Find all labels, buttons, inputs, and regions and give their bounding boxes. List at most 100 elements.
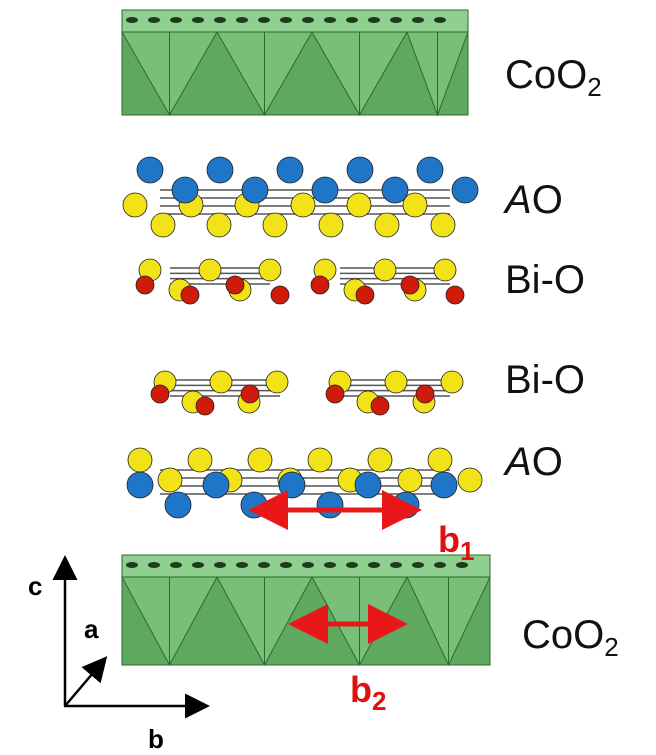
atom [207,213,231,237]
label-text: O [532,440,563,484]
atom [291,193,315,217]
label-text: Bi-O [505,258,585,302]
slab-dot [412,17,424,23]
label-text: CoO [505,53,587,97]
atom [347,157,373,183]
atom [127,472,153,498]
slab-dot [192,562,204,568]
atom [398,468,422,492]
vector-text: b [438,519,460,560]
slab-dot [390,562,402,568]
slab-dot [346,562,358,568]
label-subscript: 2 [604,632,618,662]
slab-dot [434,562,446,568]
vector-label: b1 [438,519,474,566]
slab-dot [126,17,138,23]
atom [393,492,419,518]
layer-label: CoO2 [505,53,602,102]
slab-dot [302,17,314,23]
vector-label: b2 [350,669,386,716]
atom [165,492,191,518]
atom [277,157,303,183]
label-italic: A [503,440,532,484]
slab-dot [434,17,446,23]
label-italic: A [503,178,532,222]
slab-dot [148,562,160,568]
atom [123,193,147,217]
atom [374,259,396,281]
atom [203,472,229,498]
atom [317,492,343,518]
slab-dot [214,17,226,23]
atom [242,177,268,203]
slab-dot [236,562,248,568]
layer-label: Bi-O [505,258,585,302]
atom [452,177,478,203]
atom [446,286,464,304]
atom [136,276,154,294]
atom [199,259,221,281]
atom [431,213,455,237]
atom [128,448,152,472]
layer-label: Bi-O [505,358,585,402]
atom [207,157,233,183]
atom [181,286,199,304]
atom [356,286,374,304]
atom [458,468,482,492]
atom [416,385,434,403]
slab-dot [346,17,358,23]
atom [375,213,399,237]
atom [355,472,381,498]
atom [158,468,182,492]
slab-dot [236,17,248,23]
axis-label: a [84,614,99,644]
atom [196,397,214,415]
label-text: O [532,178,563,222]
atom [385,371,407,393]
slab-dot [148,17,160,23]
slab-dot [170,17,182,23]
slab-dot [390,17,402,23]
vector-subscript: 1 [460,536,474,566]
atom [151,385,169,403]
atom [188,448,212,472]
slabs [122,10,490,665]
atoms [123,157,482,518]
label-text: Bi-O [505,358,585,402]
label-subscript: 2 [587,72,601,102]
atom [319,213,343,237]
atom [441,371,463,393]
axis-label: c [28,571,42,601]
atom [226,276,244,294]
structure-diagram: CoO2 AO Bi-O Bi-O AO CoO2 b1 b2 c a b [0,0,656,755]
slab-dot [324,17,336,23]
atom [347,193,371,217]
atom [401,276,419,294]
slab-dot [280,17,292,23]
atom [271,286,289,304]
slab-dot [412,562,424,568]
atom [137,157,163,183]
atom [417,157,443,183]
layer-label: AO [503,178,563,222]
slab-dot [214,562,226,568]
a-axis [65,660,104,706]
atom [263,213,287,237]
atom [151,213,175,237]
slab-dot [258,562,270,568]
slab-dot [126,562,138,568]
slab-dot [324,562,336,568]
vector-subscript: 2 [372,686,386,716]
atom [382,177,408,203]
atom [312,177,338,203]
slab-dot [368,562,380,568]
slab-dot [302,562,314,568]
atom [371,397,389,415]
atom [326,385,344,403]
atom [248,448,272,472]
atom [279,472,305,498]
axis-label: b [148,724,164,754]
atom [311,276,329,294]
atom [434,259,456,281]
atom [308,448,332,472]
